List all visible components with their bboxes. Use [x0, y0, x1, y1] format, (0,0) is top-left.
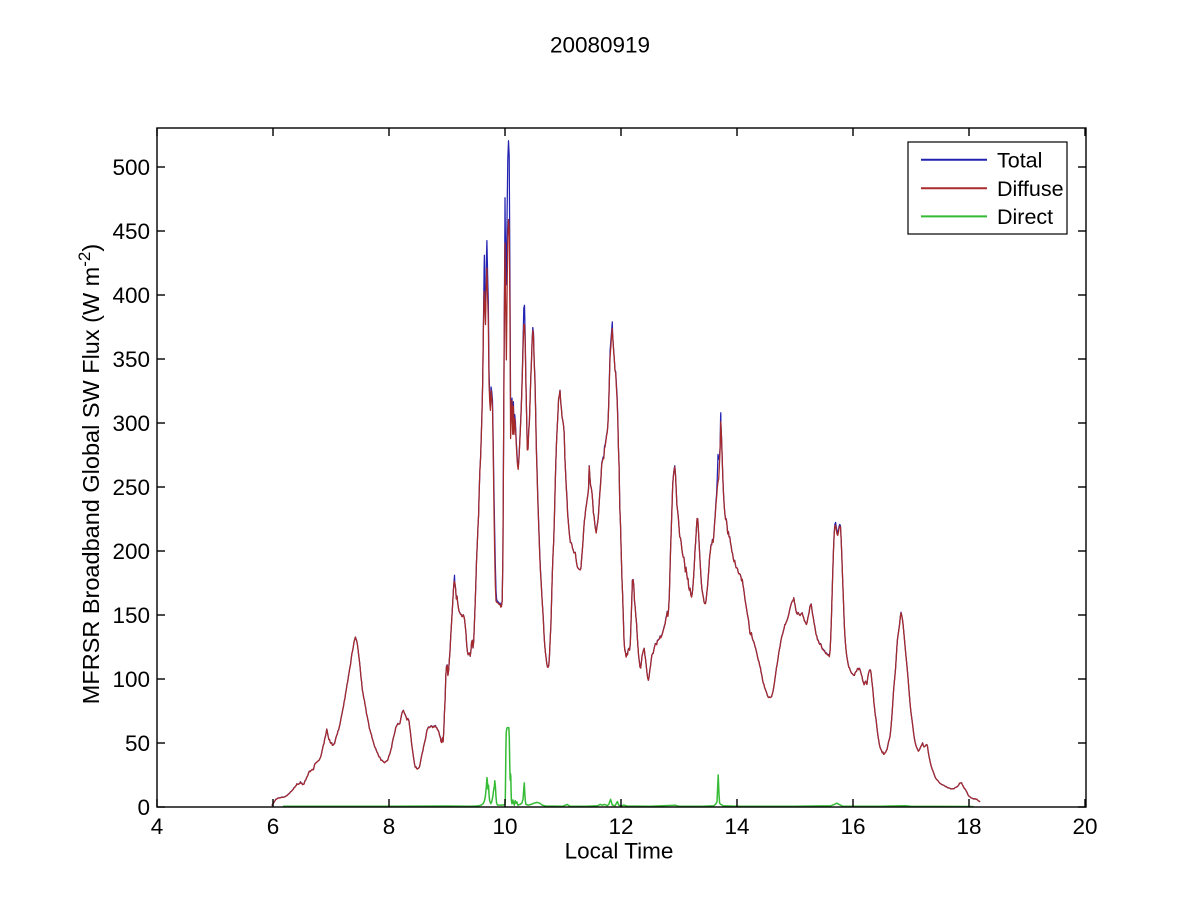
svg-text:Diffuse: Diffuse — [997, 177, 1064, 201]
svg-text:400: 400 — [112, 283, 150, 308]
svg-text:14: 14 — [724, 814, 749, 839]
svg-text:200: 200 — [112, 539, 150, 564]
svg-text:Local Time: Local Time — [565, 839, 674, 864]
svg-text:Direct: Direct — [997, 205, 1053, 229]
svg-text:8: 8 — [383, 814, 396, 839]
svg-text:300: 300 — [112, 411, 150, 436]
svg-text:0: 0 — [137, 795, 150, 820]
svg-text:20080919: 20080919 — [550, 33, 650, 58]
svg-text:Total: Total — [997, 148, 1042, 172]
svg-text:MFRSR Broadband Global SW Flux: MFRSR Broadband Global SW Flux (W m-2) — [75, 244, 105, 704]
svg-text:16: 16 — [840, 814, 865, 839]
svg-text:18: 18 — [956, 814, 981, 839]
svg-text:4: 4 — [151, 814, 164, 839]
svg-text:20: 20 — [1072, 814, 1097, 839]
svg-text:12: 12 — [608, 814, 633, 839]
svg-text:50: 50 — [125, 731, 150, 756]
svg-text:100: 100 — [112, 667, 150, 692]
svg-text:6: 6 — [267, 814, 280, 839]
svg-text:10: 10 — [492, 814, 517, 839]
svg-text:450: 450 — [112, 219, 150, 244]
svg-text:350: 350 — [112, 347, 150, 372]
svg-text:250: 250 — [112, 475, 150, 500]
svg-text:500: 500 — [112, 155, 150, 180]
svg-text:150: 150 — [112, 603, 150, 628]
